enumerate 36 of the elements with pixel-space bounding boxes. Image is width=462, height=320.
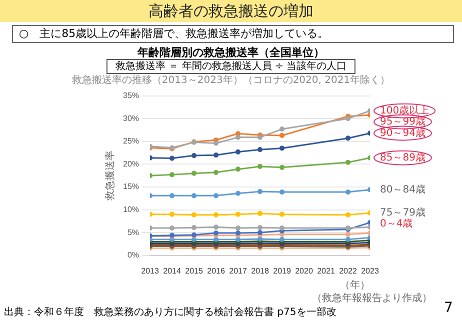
x-tick-label: 2020 xyxy=(295,266,314,276)
series-label: 75～79歳 xyxy=(380,206,426,219)
text: （救急年報報告より作成） xyxy=(312,292,432,305)
text: 救急搬送率の推移（2013～2023年）（コロナの2020, 2021年除く） xyxy=(70,75,392,87)
x-tick-label: 2022 xyxy=(339,266,358,276)
series-label: 100歳以上 xyxy=(380,104,430,116)
text: 7 xyxy=(444,300,453,316)
series-label: 95～99歳 xyxy=(380,115,426,128)
series-label: 90～94歳 xyxy=(380,126,426,139)
y-tick-label: 15% xyxy=(122,182,140,192)
x-tick-label: 2016 xyxy=(207,266,226,276)
y-tick-label: 5% xyxy=(127,228,140,237)
x-tick-label: 2013 xyxy=(141,266,160,276)
y-tick-label: 25% xyxy=(122,136,140,146)
x-tick-label: 2018 xyxy=(251,266,270,276)
y-axis-title: 救急搬送率 xyxy=(104,150,116,202)
source-note: 出典：令和６年度 救急業務のあり方に関する検討会報告書 p75を一部改 xyxy=(4,306,336,319)
y-tick-label: 20% xyxy=(122,159,140,168)
text: 救急搬送率 ＝ 年間の救急搬送人員 ÷ 当該年の人口 xyxy=(106,59,356,74)
text: ○ 主に85歳以上の年齢階層で、救急搬送率が増加している。 xyxy=(12,25,454,43)
y-tick-label: 0% xyxy=(127,250,140,260)
y-tick-label: 35% xyxy=(122,91,140,100)
x-tick-label: 2014 xyxy=(163,266,182,276)
x-tick-label: 2021 xyxy=(317,266,336,276)
series-label: 80～84歳 xyxy=(380,183,426,196)
y-tick-label: 30% xyxy=(122,114,140,123)
x-tick-label: 2019 xyxy=(273,266,292,276)
text: 0～4歳 xyxy=(380,218,413,230)
series-label: 85～89歳 xyxy=(380,151,426,164)
x-tick-label: 2015 xyxy=(185,266,204,276)
x-axis-title: （年） xyxy=(340,278,370,291)
x-tick-label: 2017 xyxy=(229,266,248,276)
y-tick-label: 10% xyxy=(122,205,140,214)
chart-subtitle: 年齢階層別の救急搬送率（全国単位） xyxy=(136,45,326,60)
x-tick-label: 2023 xyxy=(361,266,380,276)
chart-title: 高齢者の救急搬送の増加 xyxy=(0,0,462,22)
